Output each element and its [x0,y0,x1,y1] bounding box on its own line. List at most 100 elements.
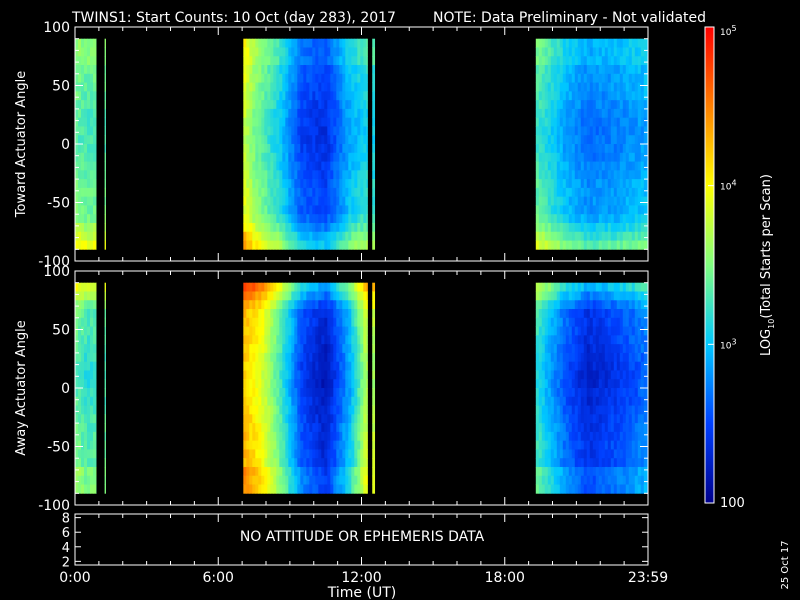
heatmap-cell [565,388,570,398]
heatmap-cell [357,179,361,189]
heatmap-cell [577,91,582,101]
heatmap-cell [583,440,588,450]
heatmap-cell [87,65,91,75]
heatmap-cell [357,205,361,215]
heatmap-cell [580,38,585,48]
heatmap-cell [312,100,316,110]
heatmap-cell [354,326,358,336]
heatmap-cell [586,135,591,145]
heatmap-cell [616,56,621,66]
heatmap-cell [291,300,295,310]
heatmap-cell [354,405,358,415]
heatmap-cell [598,82,603,92]
heatmap-cell [586,91,591,101]
heatmap-cell [321,56,325,66]
heatmap-cell [309,161,313,171]
heatmap-cell [336,108,340,119]
heatmap-cell [622,126,627,136]
heatmap-cell [601,205,606,215]
heatmap-cell [90,449,94,459]
heatmap-cell [574,379,579,389]
heatmap-cell [297,484,301,494]
heatmap-cell [631,222,636,233]
heatmap-cell [261,152,265,162]
heatmap-cell [634,82,639,92]
heatmap-cell [330,240,334,250]
heatmap-cell [360,282,364,292]
heatmap-cell [643,466,648,477]
heatmap-cell [607,431,612,442]
heatmap-cell [541,222,546,233]
heatmap-cell [601,108,606,119]
heatmap-cell [330,309,334,319]
heatmap-cell [81,396,85,406]
heatmap-cell [354,47,358,57]
heatmap-cell [345,475,349,485]
heatmap-cell [318,379,322,389]
heatmap-cell [78,222,82,233]
heatmap-cell [312,405,316,415]
heatmap-cell [628,414,633,424]
heatmap-cell [276,388,280,398]
heatmap-cell [538,152,543,162]
heatmap-cell [562,117,567,127]
heatmap-cell [556,240,561,250]
heatmap-cell [264,240,268,250]
heatmap-cell [351,344,355,354]
heatmap-cell [252,47,256,57]
heatmap-cell [366,161,368,171]
heatmap-cell [255,475,259,485]
heatmap-cell [261,196,265,206]
heatmap-cell [616,475,621,485]
heatmap-cell [246,144,250,154]
heatmap-cell [339,152,343,162]
heatmap-cell [544,196,549,206]
heatmap-cell [288,440,292,450]
heatmap-cell [571,65,576,75]
heatmap-cell [538,396,543,406]
heatmap-cell [84,466,88,477]
heatmap-cell [339,126,343,136]
heatmap-cell [300,388,304,398]
heatmap-cell [324,240,328,250]
heatmap-cell [300,361,304,371]
heatmap-cell [297,38,301,48]
heatmap-cell [604,179,609,189]
heatmap-cell [625,214,630,224]
heatmap-cell [574,309,579,319]
heatmap-cell [348,82,352,92]
heatmap-cell [252,440,256,450]
heatmap-cell [78,449,82,459]
heatmap-cell [550,205,555,215]
heatmap-cell [589,423,594,433]
heatmap-cell [366,196,368,206]
heatmap-cell [327,414,331,424]
heatmap-cell [544,317,549,327]
heatmap-cell [93,161,97,171]
heatmap-cell [619,405,624,415]
heatmap-cell [279,82,283,92]
heatmap-cell [246,449,250,459]
heatmap-cell [553,335,558,345]
heatmap-cell [357,240,361,250]
heatmap-cell [562,370,567,380]
heatmap-cell [565,152,570,162]
heatmap-cell [315,91,319,101]
heatmap-cell [243,335,247,345]
heatmap-cell [246,100,250,110]
heatmap-cell [246,240,250,250]
heatmap-cell [336,214,340,224]
heatmap-cell [628,135,633,145]
heatmap-cell [574,196,579,206]
heatmap-cell [300,82,304,92]
heatmap-cell [318,309,322,319]
heatmap-cell [363,344,367,354]
heatmap-cell [303,108,307,119]
heatmap-cell [580,144,585,154]
heatmap-cell [547,161,552,171]
heatmap-cell [565,484,570,494]
heatmap-cell [541,344,546,354]
heatmap-cell [87,405,91,415]
heatmap-cell [631,344,636,354]
heatmap-cell [586,484,591,494]
